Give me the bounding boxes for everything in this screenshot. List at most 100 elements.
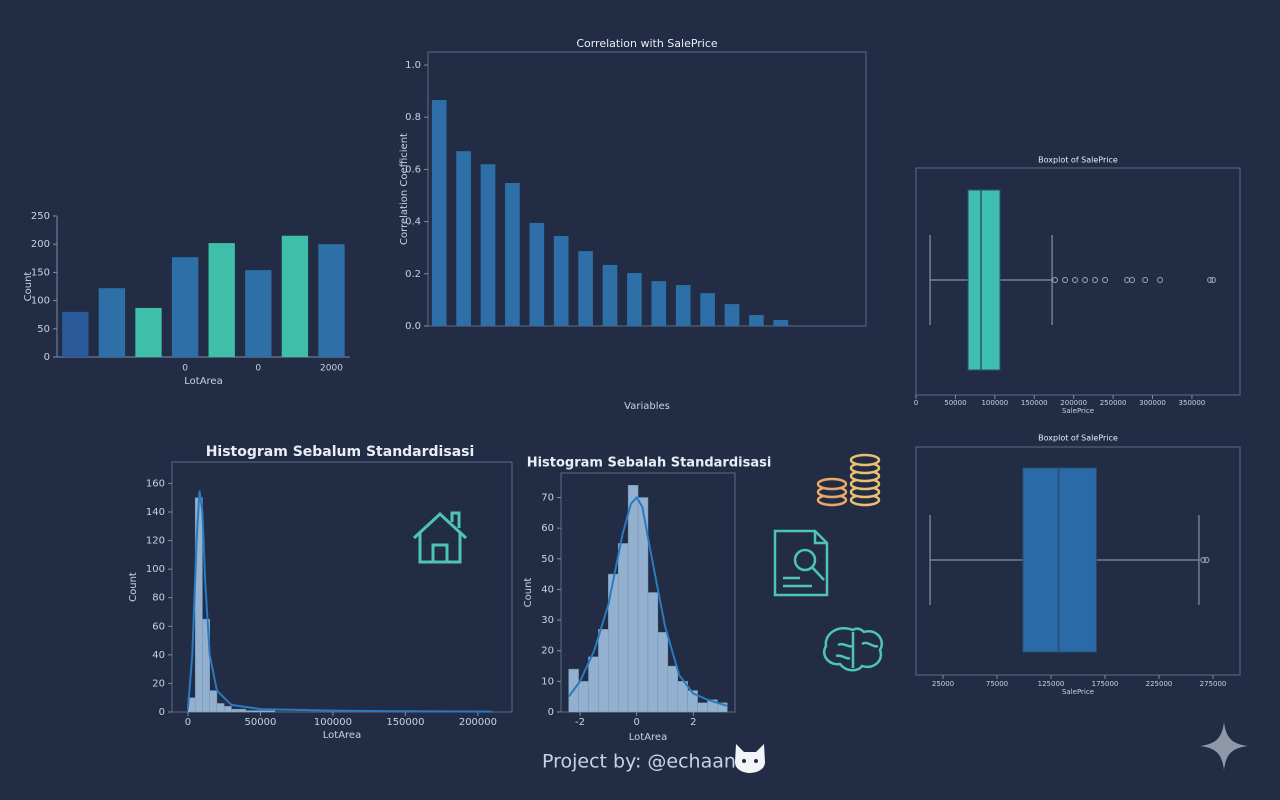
y-tick-label: 0	[159, 707, 165, 718]
bar	[675, 285, 691, 326]
sparkle-icon	[1200, 722, 1248, 770]
histogram-bar	[657, 632, 669, 713]
y-tick-label: 60	[541, 523, 554, 534]
bar	[135, 307, 162, 357]
x-tick-label: 275000	[1200, 680, 1227, 688]
y-tick-label: 60	[152, 621, 165, 632]
outlier	[1200, 557, 1207, 563]
x-tick-label: 100000	[314, 717, 352, 728]
x-tick-label: 150000	[386, 717, 424, 728]
y-tick-label: 100	[31, 296, 50, 307]
y-tick-label: 150	[31, 267, 50, 278]
x-axis-label: LotArea	[184, 376, 222, 387]
bar	[318, 244, 345, 357]
chart-title: Boxplot of SalePrice	[1038, 434, 1118, 443]
bar	[749, 315, 764, 326]
y-tick-label: 50	[37, 324, 50, 335]
bar	[62, 311, 89, 357]
x-axis-label: SalePrice	[1062, 688, 1094, 696]
x-tick-label: 75000	[986, 680, 1008, 688]
bar	[700, 293, 715, 326]
outlier	[1052, 277, 1059, 283]
outlier	[1072, 277, 1079, 283]
x-tick-label: 0	[182, 364, 188, 374]
outlier	[1142, 277, 1149, 283]
x-tick-label: 150000	[1021, 399, 1048, 407]
bar	[281, 235, 309, 357]
plot-frame	[915, 446, 1241, 676]
y-tick-label: 30	[541, 615, 554, 626]
histogram-bar	[252, 710, 261, 713]
histogram-bar	[223, 706, 232, 713]
x-tick-label: -2	[575, 717, 585, 728]
coins-icon	[816, 453, 881, 507]
x-tick-label: 100000	[981, 399, 1008, 407]
outlier	[1062, 277, 1069, 283]
bar	[505, 182, 520, 326]
y-tick-label: 20	[152, 678, 165, 689]
bar	[578, 251, 593, 326]
histogram-bar	[578, 681, 589, 713]
bar	[171, 257, 199, 357]
y-tick-label: 1.0	[405, 60, 421, 71]
outlier	[1157, 277, 1164, 283]
y-tick-label: 80	[152, 593, 165, 604]
y-tick-label: 10	[541, 676, 554, 687]
bar	[208, 243, 235, 357]
y-axis-label: Count	[23, 272, 34, 302]
outlier	[1203, 557, 1210, 563]
chart-title: Histogram Sebalah Standardisasi	[527, 456, 772, 471]
y-tick-label: 120	[146, 536, 165, 547]
y-tick-label: 20	[541, 646, 554, 657]
x-tick-label: 50000	[245, 717, 277, 728]
bar	[529, 222, 545, 326]
histogram-bar	[209, 690, 218, 713]
chart-title: Histogram Sebalum Standardisasi	[206, 444, 475, 460]
histogram-bar	[647, 592, 659, 713]
histogram-bar	[717, 702, 728, 713]
x-tick-label: 2	[690, 717, 696, 728]
y-tick-label: 250	[31, 211, 50, 222]
plot-frame	[915, 167, 1241, 396]
histogram-bar	[667, 665, 679, 713]
histogram-bar	[687, 690, 698, 713]
histogram-bar	[202, 618, 210, 713]
y-tick-label: 100	[146, 564, 165, 575]
outlier	[1092, 277, 1099, 283]
x-axis-label: Variables	[624, 401, 670, 412]
bar	[431, 100, 447, 327]
x-tick-label: 250000	[1100, 399, 1127, 407]
kde-line	[186, 490, 493, 713]
histogram-bar	[238, 708, 247, 713]
y-tick-label: 0.8	[405, 112, 421, 123]
histogram-bar	[216, 703, 225, 713]
outlier	[1082, 277, 1089, 283]
y-tick-label: 140	[146, 507, 165, 518]
y-tick-label: 40	[541, 584, 554, 595]
histogram-bar	[697, 702, 708, 713]
x-tick-label: 0	[255, 364, 261, 374]
x-tick-label: 0	[633, 717, 639, 728]
box	[1022, 467, 1097, 653]
x-axis-label: LotArea	[629, 732, 667, 743]
bar	[602, 264, 618, 326]
bar	[773, 319, 789, 326]
x-tick-label: 2000	[320, 364, 343, 374]
cat-icon	[735, 744, 765, 773]
plot-frame	[427, 51, 867, 327]
outlier	[1210, 277, 1217, 283]
histogram-bar	[260, 710, 268, 713]
histogram-bar	[245, 710, 254, 713]
x-tick-label: 0	[914, 399, 918, 407]
histogram-bar	[231, 708, 239, 713]
bar	[553, 235, 569, 326]
y-axis-label: Count	[128, 572, 139, 602]
x-tick-label: 50000	[944, 399, 966, 407]
y-tick-label: 50	[541, 554, 554, 565]
x-tick-label: 25000	[932, 680, 954, 688]
y-tick-label: 0	[548, 707, 554, 718]
chart-title: Boxplot of SalePrice	[1038, 156, 1118, 165]
bar	[651, 281, 667, 326]
house-icon	[412, 511, 468, 564]
bar	[456, 151, 471, 326]
